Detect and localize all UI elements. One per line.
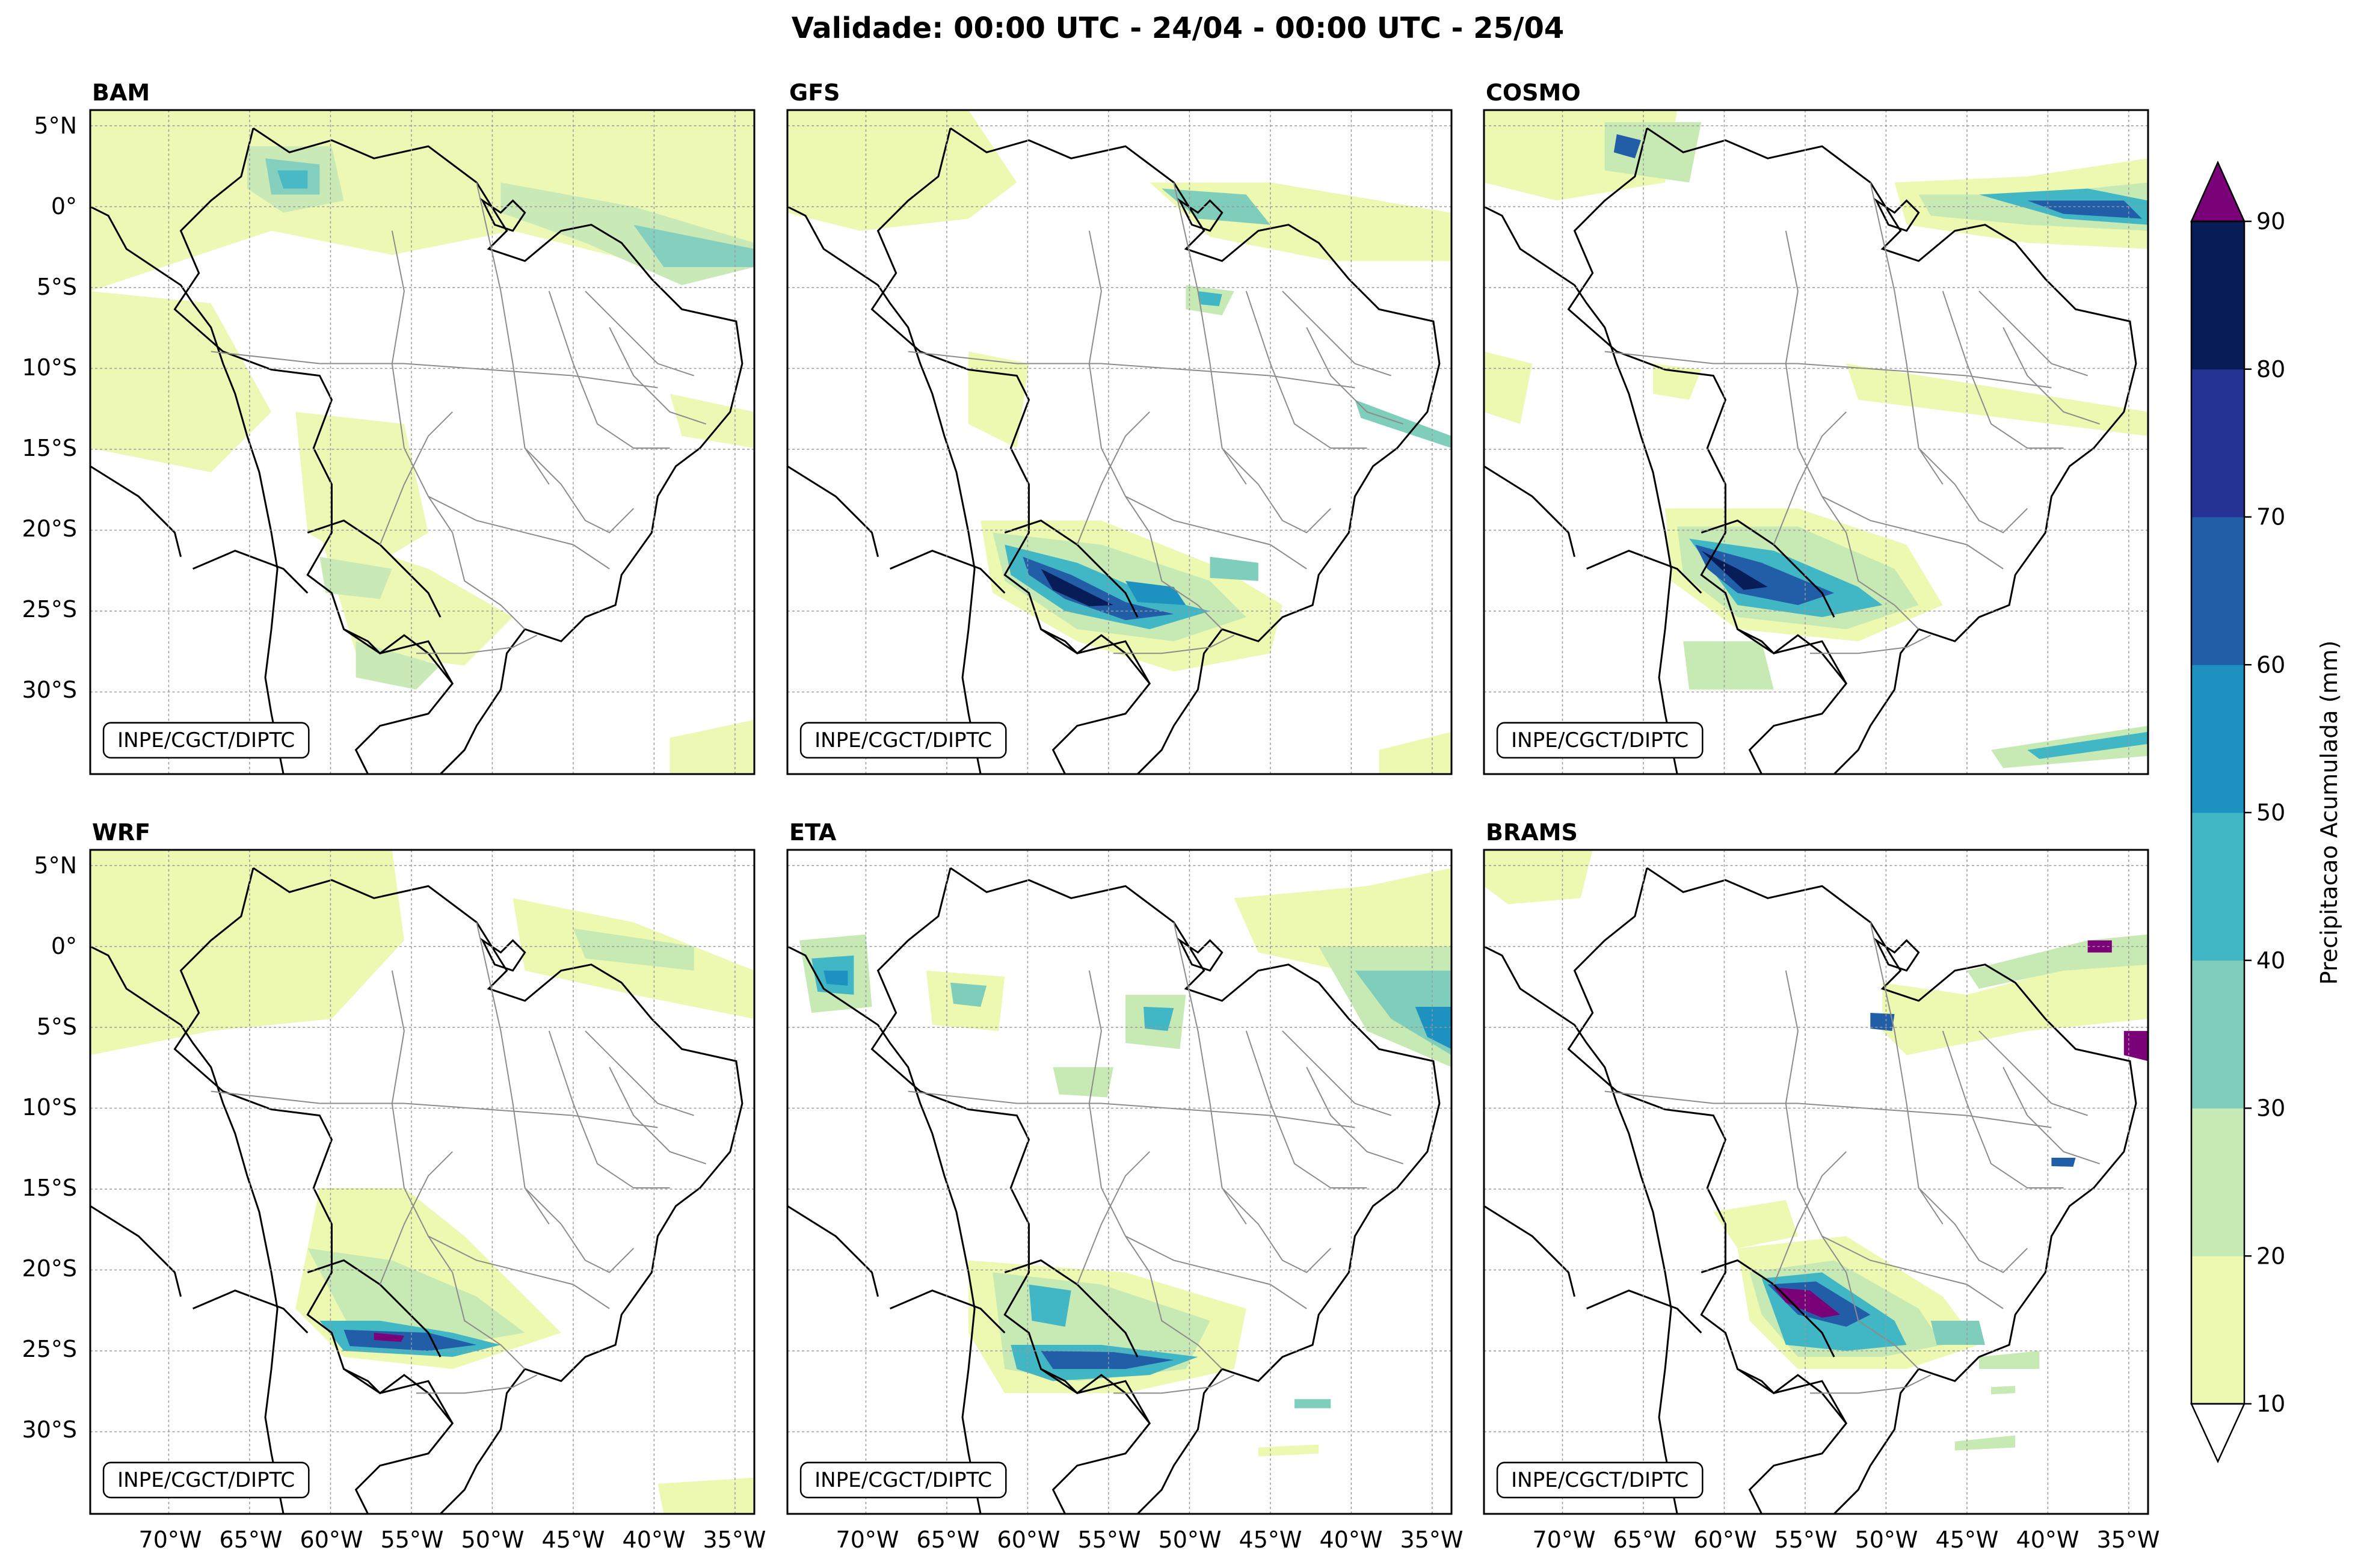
panel-title: COSMO xyxy=(1486,79,1581,106)
lon-label: 35°W xyxy=(703,1526,766,1553)
precip-field xyxy=(1484,110,2148,768)
lat-label: 10°S xyxy=(22,1094,77,1121)
colorbar-tick-label: 10 xyxy=(2256,1391,2285,1417)
colorbar-bin xyxy=(2191,1256,2244,1404)
colorbar-tick-label: 80 xyxy=(2256,356,2285,383)
lon-label: 65°W xyxy=(220,1526,283,1553)
lon-labels-left: 70°W 65°W 60°W 55°W 50°W 45°W 40°W 35°W xyxy=(139,1526,766,1553)
lat-labels-bottom: 5°N 0° 5°S 10°S 15°S 20°S 25°S 30°S xyxy=(22,852,77,1443)
colorbar-tick-label: 70 xyxy=(2256,504,2285,530)
lat-label: 0° xyxy=(51,933,77,959)
lon-label: 35°W xyxy=(1400,1526,1464,1553)
panel-cosmo: COSMO xyxy=(1483,79,2149,775)
lat-label: 10°S xyxy=(22,354,77,381)
colorbar-bins xyxy=(2191,221,2244,1404)
colorbar-bin xyxy=(2191,1108,2244,1256)
lon-label: 55°W xyxy=(381,1526,444,1553)
lon-label: 35°W xyxy=(2097,1526,2160,1553)
lat-label: 5°S xyxy=(37,1013,77,1040)
lon-label: 45°W xyxy=(1936,1526,1999,1553)
lon-label: 50°W xyxy=(1855,1526,1918,1553)
lon-label: 70°W xyxy=(1533,1526,1596,1553)
lon-label: 70°W xyxy=(139,1526,202,1553)
precip-field xyxy=(90,110,754,774)
lon-labels-middle: 70°W 65°W 60°W 55°W 50°W 45°W 40°W 35°W xyxy=(836,1526,1464,1553)
lon-label: 60°W xyxy=(300,1526,363,1553)
panel-gfs: GFS xyxy=(786,79,1453,775)
lat-label: 5°N xyxy=(34,852,77,879)
colorbar-under-arrow xyxy=(2190,1403,2246,1464)
lat-label: 30°S xyxy=(22,1416,77,1443)
credit-label: INPE/CGCT/DIPTC xyxy=(117,728,295,752)
lon-label: 45°W xyxy=(1239,1526,1302,1553)
panel-brams: BRAMS xyxy=(1483,819,2149,1515)
map-area: INPE/CGCT/DIPTC xyxy=(90,850,754,1514)
colorbar-tick-label: 20 xyxy=(2256,1243,2285,1269)
lat-label: 0° xyxy=(51,193,77,220)
colorbar-bin xyxy=(2191,369,2244,517)
lat-label: 15°S xyxy=(22,435,77,461)
lon-label: 50°W xyxy=(461,1526,525,1553)
colorbar-ticks: 10 20 30 40 50 60 70 80 90 xyxy=(2244,208,2285,1417)
lat-label: 30°S xyxy=(22,677,77,703)
colorbar-label: Precipitacao Acumulada (mm) xyxy=(2316,641,2342,985)
lon-label: 60°W xyxy=(1694,1526,1757,1553)
panel-title: BRAMS xyxy=(1486,819,1578,846)
lon-label: 55°W xyxy=(1775,1526,1838,1553)
colorbar-bin xyxy=(2191,813,2244,961)
lon-label: 45°W xyxy=(542,1526,605,1553)
colorbar-bin xyxy=(2191,221,2244,370)
colorbar-bin xyxy=(2191,960,2244,1108)
panel-title: GFS xyxy=(789,79,840,106)
lat-label: 25°S xyxy=(22,1336,77,1362)
credit-label: INPE/CGCT/DIPTC xyxy=(814,728,992,752)
lon-label: 55°W xyxy=(1078,1526,1141,1553)
lon-label: 40°W xyxy=(623,1526,686,1553)
colorbar-over-arrow xyxy=(2190,160,2246,223)
colorbar-tick-label: 40 xyxy=(2256,947,2285,974)
lon-label: 40°W xyxy=(1320,1526,1383,1553)
credit-label: INPE/CGCT/DIPTC xyxy=(814,1468,992,1492)
lat-label: 20°S xyxy=(22,515,77,542)
colorbar-bin xyxy=(2191,665,2244,813)
colorbar-tick-label: 60 xyxy=(2256,651,2285,678)
figure-title: Validade: 00:00 UTC - 24/04 - 00:00 UTC … xyxy=(792,11,1565,45)
precip-field xyxy=(799,868,1451,1457)
lat-label: 25°S xyxy=(22,596,77,623)
lat-label: 15°S xyxy=(22,1175,77,1201)
credit-label: INPE/CGCT/DIPTC xyxy=(1511,1468,1688,1492)
lon-label: 65°W xyxy=(1613,1526,1676,1553)
colorbar-tick-label: 50 xyxy=(2256,799,2285,826)
map-area: INPE/CGCT/DIPTC xyxy=(90,110,754,774)
colorbar-tick-label: 90 xyxy=(2256,208,2285,235)
lat-label: 5°S xyxy=(37,274,77,300)
colorbar: 10 20 30 40 50 60 70 80 90 Precipitacao Acumulad… xyxy=(2190,160,2342,1464)
lat-labels-top: 5°N 0° 5°S 10°S 15°S 20°S 25°S 30°S xyxy=(22,112,77,703)
panel-eta: ETA xyxy=(786,819,1453,1515)
lon-label: 65°W xyxy=(917,1526,980,1553)
lon-label: 40°W xyxy=(2016,1526,2079,1553)
credit-label: INPE/CGCT/DIPTC xyxy=(117,1468,295,1492)
lon-label: 60°W xyxy=(997,1526,1060,1553)
panel-title: WRF xyxy=(92,819,150,846)
map-area: INPE/CGCT/DIPTC xyxy=(1484,110,2148,774)
colorbar-bin xyxy=(2191,517,2244,665)
lat-label: 5°N xyxy=(34,112,77,139)
colorbar-tick-label: 30 xyxy=(2256,1095,2285,1122)
map-area: INPE/CGCT/DIPTC xyxy=(787,850,1451,1514)
credit-label: INPE/CGCT/DIPTC xyxy=(1511,728,1688,752)
panel-wrf: WRF xyxy=(89,819,756,1515)
lon-label: 50°W xyxy=(1159,1526,1222,1553)
panel-title: ETA xyxy=(789,819,837,846)
panel-bam: BAM xyxy=(89,79,756,775)
lat-label: 20°S xyxy=(22,1255,77,1282)
lon-label: 70°W xyxy=(836,1526,899,1553)
map-area: INPE/CGCT/DIPTC xyxy=(787,110,1451,774)
panel-title: BAM xyxy=(92,79,150,106)
lon-labels-right: 70°W 65°W 60°W 55°W 50°W 45°W 40°W 35°W xyxy=(1533,1526,2160,1553)
map-area: INPE/CGCT/DIPTC xyxy=(1484,850,2148,1514)
